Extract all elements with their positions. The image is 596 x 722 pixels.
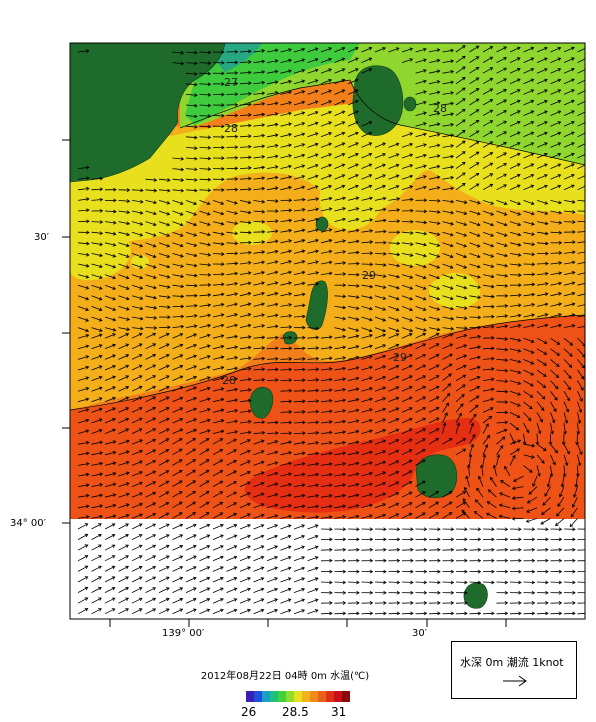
land-island-oshima (352, 65, 404, 136)
water-blob (428, 272, 481, 309)
land-island-southern (463, 582, 488, 609)
current-vectors (77, 45, 585, 616)
contour-label: 28 (433, 102, 447, 115)
land-islet (403, 96, 417, 112)
water-region-26-5 (215, 43, 262, 72)
land-islet (315, 216, 329, 232)
contour-label: 27 (224, 76, 238, 89)
color-scale-swatch (278, 691, 286, 702)
land-island-kozushima (415, 454, 458, 499)
contour-label: 29 (393, 351, 407, 364)
x-tick-label-139-00: 139° 00′ (162, 628, 205, 639)
color-scale-swatch (318, 691, 326, 702)
color-scale-swatch (270, 691, 278, 702)
water-blob (390, 230, 440, 266)
map-frame (69, 42, 586, 620)
legend-text: 水深 0m 潮流 1knot (460, 656, 564, 669)
color-scale-swatch (302, 691, 310, 702)
color-scale-swatch (294, 691, 302, 702)
water-region-29-5 (70, 315, 585, 519)
color-scale-bar (246, 691, 350, 702)
scale-min-label: 26 (241, 705, 257, 719)
water-blob (232, 221, 272, 245)
no-data-region (70, 519, 585, 619)
land-peninsula (70, 43, 226, 183)
color-scale-swatch (342, 691, 350, 702)
color-scale-swatch (262, 691, 270, 702)
land-island-shikinejima (249, 387, 274, 419)
y-tick-label-34-00: 34° 00′ (10, 518, 47, 529)
color-scale-swatch (286, 691, 294, 702)
contour-label: 28 (224, 122, 238, 135)
color-scale-labels: 26 28.5 31 (236, 705, 366, 719)
contour-label: 29 (362, 269, 376, 282)
scale-mid-label: 28.5 (282, 705, 309, 719)
y-tick-label-30: 30′ (34, 232, 50, 243)
map-caption: 2012年08月22日 04時 0m 水温(℃) (200, 671, 370, 682)
color-scale-swatch (254, 691, 262, 702)
legend-box: 水深 0m 潮流 1knot (451, 641, 577, 699)
color-scale-swatch (334, 691, 342, 702)
color-scale-swatch (246, 691, 254, 702)
contour-line (70, 314, 585, 411)
contour-label: 28 (222, 374, 236, 387)
x-tick-label-30: 30′ (412, 628, 428, 639)
color-scale-swatch (310, 691, 318, 702)
arrow-right-icon (503, 675, 527, 687)
contour-line (179, 79, 585, 166)
scale-max-label: 31 (331, 705, 347, 719)
tick-marks (62, 139, 507, 627)
color-scale-swatch (326, 691, 334, 702)
